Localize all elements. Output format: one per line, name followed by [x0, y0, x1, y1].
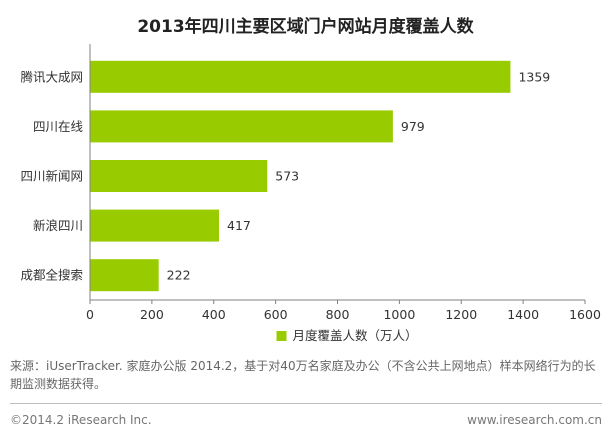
category-label: 四川新闻网: [20, 169, 83, 184]
x-tick-labels: 0 200 400 600 800 1000 1200 1400 1600: [86, 307, 601, 322]
bar-3: [90, 160, 268, 192]
value-label: 417: [227, 218, 251, 233]
axes: [89, 44, 586, 304]
value-label: 222: [167, 268, 191, 283]
bar-1: [90, 60, 511, 93]
chart-title: 2013年四川主要区域门户网站月度覆盖人数: [137, 17, 474, 37]
category-label: 新浪四川: [33, 218, 83, 233]
bar-5: [90, 259, 159, 292]
x-tick-label: 0: [86, 307, 94, 322]
x-tick-label: 1000: [383, 307, 415, 322]
bar-4: [90, 209, 220, 242]
bars-layer: [90, 60, 511, 292]
footer-divider: [10, 403, 602, 404]
legend-label: 月度覆盖人数（万人）: [293, 328, 418, 343]
value-labels: 1359 979 573 417 222: [167, 69, 551, 282]
x-tick-label: 1400: [507, 307, 539, 322]
category-label: 成都全搜索: [20, 268, 83, 283]
x-tick-label: 200: [140, 307, 164, 322]
bar-2: [90, 110, 393, 143]
value-label: 1359: [518, 69, 550, 84]
copyright-text: ©2014.2 iResearch Inc.: [10, 413, 152, 427]
value-label: 573: [275, 169, 299, 184]
x-tick-label: 800: [326, 307, 350, 322]
x-tick-label: 600: [264, 307, 288, 322]
legend-swatch: [276, 331, 287, 341]
x-tick-label: 400: [202, 307, 226, 322]
source-note: 来源：iUserTracker. 家庭办公版 2014.2，基于对40万名家庭及…: [10, 359, 596, 391]
x-tick-label: 1600: [569, 307, 601, 322]
x-tick-label: 1200: [445, 307, 477, 322]
value-label: 979: [401, 119, 425, 134]
legend: 月度覆盖人数（万人）: [276, 328, 418, 343]
category-label: 腾讯大成网: [20, 69, 83, 84]
website-link[interactable]: www.iresearch.com.cn: [467, 413, 602, 427]
category-label: 四川在线: [33, 119, 84, 134]
